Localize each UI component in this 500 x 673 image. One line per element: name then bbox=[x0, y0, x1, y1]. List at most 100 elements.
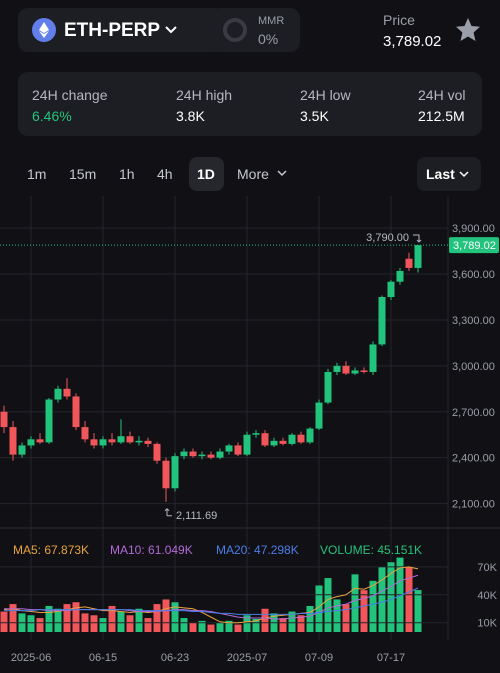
volume-bar bbox=[288, 611, 296, 632]
symbol-selector[interactable]: ETH-PERP bbox=[18, 8, 224, 52]
x-tick-label: 2025-06 bbox=[11, 652, 51, 664]
volume-bar bbox=[108, 605, 116, 632]
stats-card: 24H change 6.46% 24H high 3.8K 24H low 3.5K 24… bbox=[18, 72, 482, 136]
candle-body bbox=[144, 440, 152, 444]
timeframe-option[interactable]: More bbox=[237, 166, 269, 182]
price-type-selector[interactable]: Last bbox=[417, 157, 481, 191]
stat-label: 24H low bbox=[300, 87, 351, 103]
volume-bar bbox=[387, 562, 395, 632]
volume-bar bbox=[144, 618, 152, 632]
y-tick-label: 2,100.00 bbox=[452, 499, 495, 511]
price: 3,789.02 bbox=[383, 33, 442, 50]
candle-body bbox=[189, 451, 197, 457]
volume-bar bbox=[225, 620, 233, 632]
candle-body bbox=[261, 433, 269, 446]
volume-bar bbox=[189, 622, 197, 632]
ma-line bbox=[4, 587, 419, 615]
legend-entry: VOLUME: 45.151K bbox=[320, 543, 422, 557]
price-type: Last bbox=[426, 166, 455, 182]
stat-value: 212.5M bbox=[418, 108, 465, 124]
volume-bar bbox=[405, 566, 413, 632]
eth-icon bbox=[32, 18, 56, 42]
high-annotation: 3,790.00 bbox=[366, 232, 409, 244]
chevron bbox=[459, 171, 469, 178]
volume-bar bbox=[414, 590, 422, 632]
timeframe-option[interactable]: 1h bbox=[119, 166, 135, 182]
candle-body bbox=[198, 454, 206, 457]
candle-body bbox=[207, 454, 215, 458]
low-annotation: 2,111.69 bbox=[176, 510, 217, 522]
volume-bar bbox=[126, 615, 134, 632]
timeframe-selected-bg bbox=[189, 157, 224, 191]
candle-body bbox=[342, 365, 350, 374]
candle-body bbox=[9, 427, 17, 455]
y-tick-label: 70K bbox=[477, 562, 497, 574]
x-tick-label: 06-15 bbox=[89, 652, 117, 664]
y-tick-label: 40K bbox=[477, 590, 497, 602]
volume-bar bbox=[36, 618, 44, 632]
timeframe-option[interactable]: 1D bbox=[197, 166, 215, 182]
candle-body bbox=[369, 344, 377, 372]
timeframe-option[interactable]: 4h bbox=[157, 166, 173, 182]
candle-body bbox=[360, 370, 368, 372]
candle-body bbox=[18, 445, 26, 455]
volume-bar bbox=[9, 604, 17, 632]
candle-body bbox=[288, 434, 296, 444]
candle-body bbox=[27, 439, 35, 446]
stat-value: 3.5K bbox=[300, 108, 329, 124]
volume-bar bbox=[342, 604, 350, 632]
candle-body bbox=[297, 434, 305, 443]
symbol: ETH-PERP bbox=[64, 20, 161, 41]
candle-body bbox=[405, 258, 413, 268]
chevron bbox=[165, 26, 177, 34]
candle-body bbox=[153, 443, 161, 461]
candle-body bbox=[54, 388, 62, 400]
volume-bar bbox=[99, 618, 107, 632]
mmr-label: MMR bbox=[258, 15, 285, 27]
timeframe-option[interactable]: 15m bbox=[69, 166, 97, 182]
candle-body bbox=[180, 451, 188, 457]
y-tick-label: 2,400.00 bbox=[452, 453, 495, 465]
volume-bar bbox=[198, 620, 206, 632]
volume-bar bbox=[207, 624, 215, 632]
candle-body bbox=[252, 433, 260, 435]
candle-body bbox=[216, 451, 224, 458]
volume-bar bbox=[0, 611, 8, 632]
stat-label: 24H vol bbox=[418, 87, 466, 103]
candle-body bbox=[72, 396, 80, 428]
stat-value: 6.46% bbox=[32, 108, 72, 124]
volume-bar bbox=[153, 604, 161, 632]
volume-bar bbox=[54, 608, 62, 632]
y-tick-label: 3,600.00 bbox=[452, 269, 495, 281]
volume-bar bbox=[378, 566, 386, 632]
candle-body bbox=[396, 270, 404, 282]
volume-bar bbox=[252, 618, 260, 632]
volume-bar bbox=[360, 590, 368, 632]
timeframe-option[interactable]: 1m bbox=[27, 166, 47, 182]
candle-body bbox=[387, 281, 395, 297]
mmr-ring bbox=[223, 18, 247, 42]
favorite-star[interactable] bbox=[455, 17, 481, 43]
volume-bar bbox=[234, 624, 242, 632]
volume-bar bbox=[90, 615, 98, 632]
candle-body bbox=[378, 296, 386, 345]
last-price-label: 3,789.02 bbox=[453, 240, 496, 252]
volume-bar bbox=[45, 605, 53, 632]
candle-body bbox=[270, 440, 278, 446]
last-price-tag bbox=[449, 237, 499, 254]
legend-entry: MA5: 67.873K bbox=[13, 543, 89, 557]
candle-body bbox=[63, 388, 71, 397]
mmr-value: 0% bbox=[258, 31, 279, 47]
candle-body bbox=[0, 411, 8, 428]
y-tick-label: 3,000.00 bbox=[452, 361, 495, 373]
candle-body bbox=[306, 428, 314, 443]
volume-bar bbox=[369, 580, 377, 632]
volume-bar bbox=[171, 602, 179, 632]
candle-body bbox=[81, 427, 89, 440]
candle-body bbox=[171, 456, 179, 489]
candle-body bbox=[351, 370, 359, 374]
volume-bar bbox=[297, 615, 305, 632]
ma-line bbox=[3, 566, 419, 624]
